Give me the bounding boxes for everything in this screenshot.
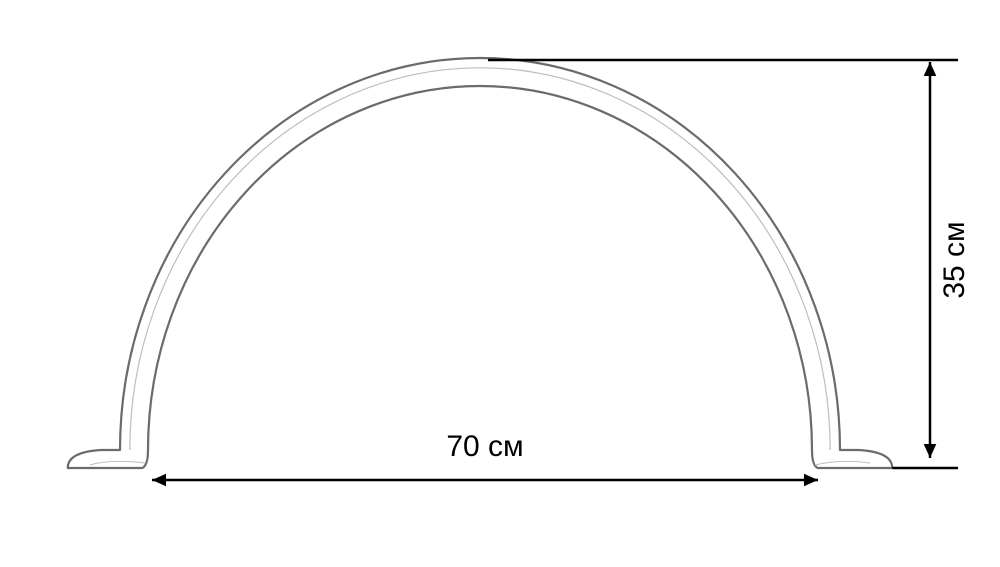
extension-lines bbox=[488, 60, 958, 468]
arch-product bbox=[68, 58, 893, 468]
dimension-height-label: 35 см bbox=[938, 221, 971, 298]
dimension-height: 35 см bbox=[924, 62, 971, 458]
dimension-width-label: 70 см bbox=[446, 430, 523, 463]
dimension-diagram: 70 см 35 см bbox=[0, 0, 1000, 567]
dimension-width: 70 см bbox=[152, 430, 818, 486]
